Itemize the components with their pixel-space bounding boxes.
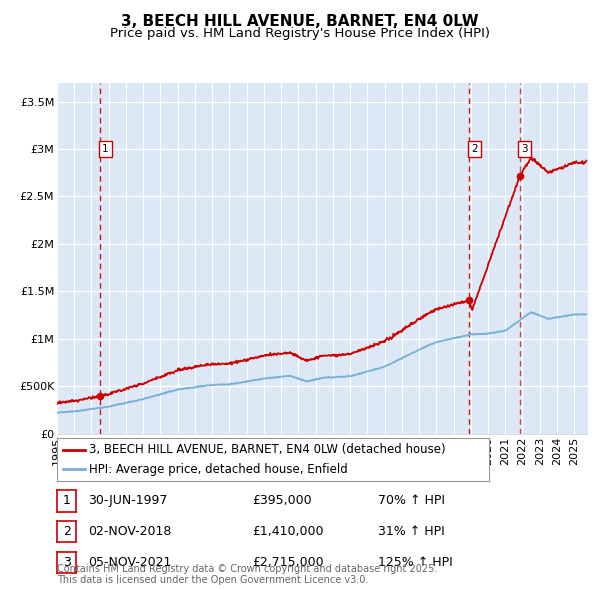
Text: 125% ↑ HPI: 125% ↑ HPI [378, 556, 453, 569]
Text: 30-JUN-1997: 30-JUN-1997 [88, 494, 167, 507]
Text: 3: 3 [62, 556, 71, 569]
Text: 3: 3 [521, 144, 528, 154]
Text: 1: 1 [62, 494, 71, 507]
Text: HPI: Average price, detached house, Enfield: HPI: Average price, detached house, Enfi… [89, 463, 348, 476]
Text: Price paid vs. HM Land Registry's House Price Index (HPI): Price paid vs. HM Land Registry's House … [110, 27, 490, 40]
Text: £2,715,000: £2,715,000 [252, 556, 323, 569]
Text: £1,410,000: £1,410,000 [252, 525, 323, 538]
Text: 2: 2 [62, 525, 71, 538]
Text: Contains HM Land Registry data © Crown copyright and database right 2025.
This d: Contains HM Land Registry data © Crown c… [57, 563, 437, 585]
Text: 02-NOV-2018: 02-NOV-2018 [88, 525, 172, 538]
Text: 31% ↑ HPI: 31% ↑ HPI [378, 525, 445, 538]
Text: £395,000: £395,000 [252, 494, 311, 507]
Text: 3, BEECH HILL AVENUE, BARNET, EN4 0LW: 3, BEECH HILL AVENUE, BARNET, EN4 0LW [121, 14, 479, 29]
Text: 2: 2 [471, 144, 478, 154]
Text: 70% ↑ HPI: 70% ↑ HPI [378, 494, 445, 507]
Text: 05-NOV-2021: 05-NOV-2021 [88, 556, 172, 569]
Text: 3, BEECH HILL AVENUE, BARNET, EN4 0LW (detached house): 3, BEECH HILL AVENUE, BARNET, EN4 0LW (d… [89, 443, 446, 456]
Text: 1: 1 [102, 144, 109, 154]
